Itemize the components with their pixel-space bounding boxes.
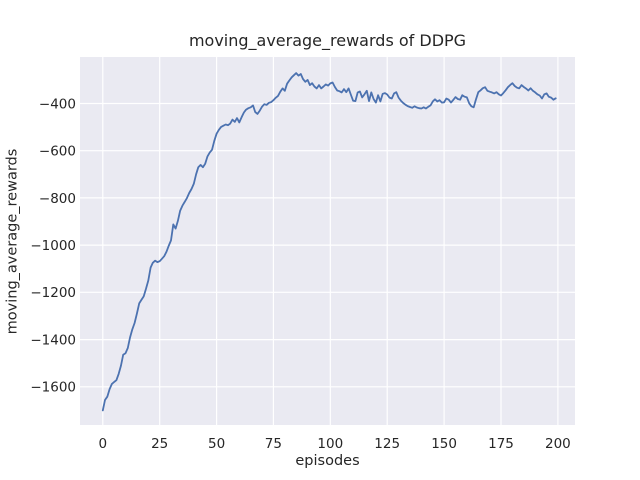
x-tick-label: 100	[317, 436, 343, 452]
x-tick-label: 50	[208, 436, 225, 452]
series-line	[101, 72, 557, 412]
y-axis-label: moving_average_rewards	[4, 148, 21, 335]
y-tick-label: −1400	[30, 333, 76, 349]
x-tick-label: 125	[374, 436, 400, 452]
x-tick-label: 25	[151, 436, 168, 452]
y-tick-label: −400	[39, 96, 76, 112]
y-tick-label: −1600	[30, 380, 76, 396]
y-tick-label: −800	[39, 191, 76, 207]
x-tick-label: 0	[99, 436, 108, 452]
x-tick-label: 175	[488, 436, 514, 452]
y-tick-label: −1200	[30, 285, 76, 301]
chart-title: moving_average_rewards of DDPG	[188, 31, 467, 50]
x-tick-label: 150	[431, 436, 457, 452]
x-tick-label: 200	[545, 436, 571, 452]
y-tick-label: −1000	[30, 238, 76, 254]
x-tick-label: 75	[265, 436, 282, 452]
plot-area	[80, 57, 575, 425]
y-tick-label: −600	[39, 144, 76, 160]
x-axis-label: episodes	[295, 453, 360, 469]
